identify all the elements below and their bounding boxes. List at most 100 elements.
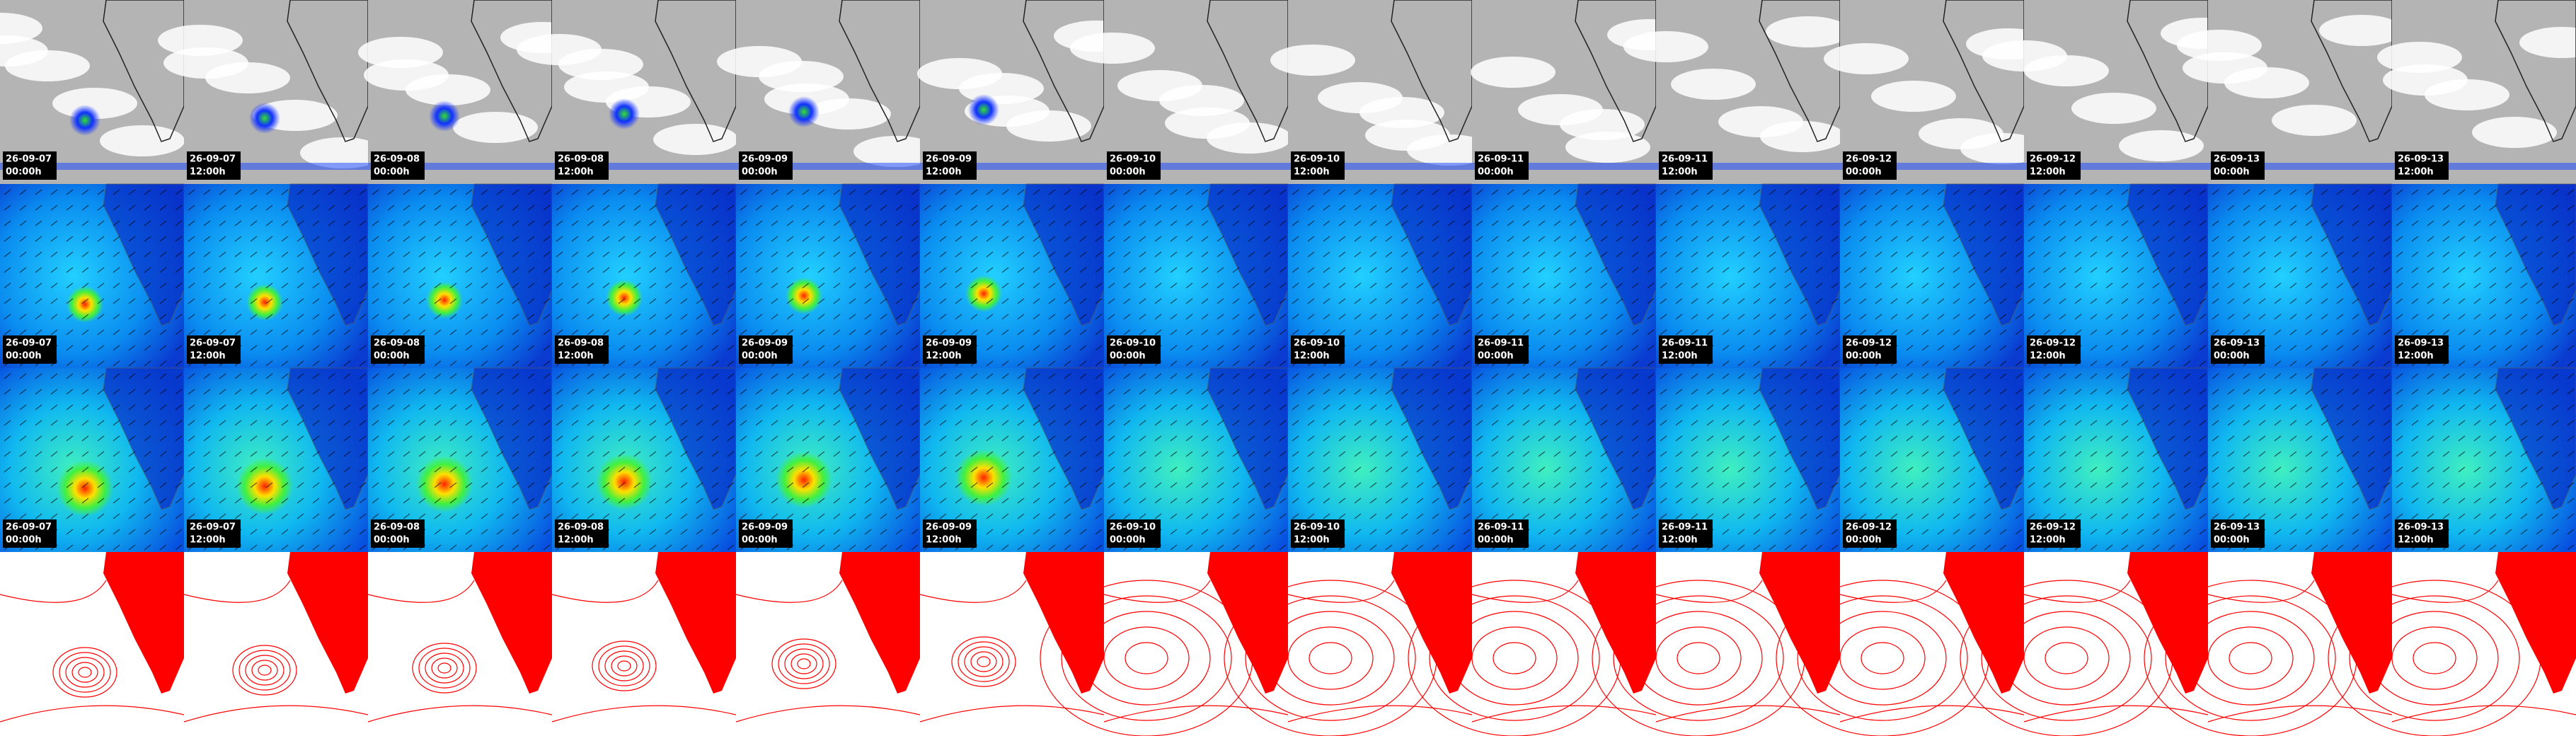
map-tile — [1408, 552, 1657, 736]
isobar — [1613, 595, 1784, 721]
isobar — [1818, 611, 1947, 706]
time-label: 12:00h — [2398, 351, 2434, 362]
isobar — [797, 658, 811, 669]
map-tile: 26-09-07 00:00h — [0, 367, 185, 552]
isobar — [245, 655, 284, 686]
date-label: 26-09-09 — [926, 522, 972, 533]
date-label: 26-09-11 — [1662, 154, 1708, 165]
date-label: 26-09-12 — [2030, 338, 2076, 349]
isobar — [412, 643, 477, 694]
cloud — [358, 37, 443, 68]
isobar — [1861, 642, 1904, 674]
isobar — [1224, 580, 1437, 736]
map-tile: 26-09-08 00:00h — [358, 0, 585, 184]
map-tile — [2144, 552, 2393, 736]
map-tile — [1776, 552, 2025, 736]
date-label: 26-09-10 — [1294, 154, 1340, 165]
label-box — [3, 519, 57, 548]
isobar — [1960, 580, 2173, 736]
land — [655, 552, 736, 694]
isobar — [52, 647, 117, 698]
cloud — [2519, 27, 2576, 58]
storm-cloud — [788, 96, 820, 127]
time-label: 00:00h — [6, 167, 42, 178]
isobar — [251, 660, 278, 681]
time-label: 12:00h — [558, 167, 594, 178]
map-tile: 26-09-07 12:00h — [158, 0, 385, 184]
cloud — [1565, 132, 1650, 163]
isobar — [2045, 642, 2088, 674]
label-box — [187, 151, 241, 180]
rain-band — [552, 163, 736, 170]
map-tile: 26-09-12 12:00h — [2024, 367, 2209, 552]
label-box — [739, 151, 793, 180]
isobar — [970, 651, 997, 672]
cloud — [2177, 30, 2262, 61]
time-label: 12:00h — [2398, 167, 2434, 178]
cloud — [1471, 57, 1556, 88]
map-tile: 26-09-12 00:00h — [1824, 0, 2051, 184]
label-box — [3, 151, 57, 180]
date-label: 26-09-09 — [742, 522, 788, 533]
cloud — [364, 59, 449, 91]
isobar — [65, 657, 105, 688]
label-box — [2211, 151, 2265, 180]
cloud — [2183, 52, 2267, 84]
map-tile: 26-09-09 00:00h — [736, 367, 921, 552]
date-label: 26-09-09 — [926, 338, 972, 349]
cloud — [2119, 130, 2204, 161]
cloud — [2377, 42, 2462, 73]
isobar — [790, 653, 817, 674]
map-tile — [367, 552, 553, 736]
isobar — [2165, 595, 2336, 721]
map-tile — [1592, 552, 1841, 736]
label-box — [1475, 335, 1529, 364]
isobar — [2391, 626, 2478, 690]
isobar — [2023, 626, 2110, 690]
map-tile: 26-09-08 00:00h — [368, 367, 553, 552]
cloud — [2071, 93, 2156, 124]
time-label: 00:00h — [2214, 351, 2250, 362]
cloud — [1270, 45, 1355, 76]
isobar — [598, 645, 650, 686]
time-label: 12:00h — [190, 351, 226, 362]
time-label: 12:00h — [558, 351, 594, 362]
map-tile: 26-09-13 00:00h — [2208, 367, 2393, 552]
isobar — [2349, 595, 2520, 721]
label-box — [2395, 151, 2449, 180]
cloud — [2272, 105, 2357, 136]
cloud — [917, 58, 1002, 89]
label-box — [1475, 519, 1529, 548]
label-box — [923, 151, 977, 180]
map-tile — [0, 552, 185, 736]
time-label: 00:00h — [1478, 351, 1514, 362]
label-box — [187, 519, 241, 548]
date-label: 26-09-11 — [1662, 338, 1708, 349]
time-label: 00:00h — [2214, 535, 2250, 546]
cloud — [1623, 31, 1708, 62]
time-label: 12:00h — [558, 535, 594, 546]
time-label: 00:00h — [374, 351, 410, 362]
isobar — [367, 580, 553, 723]
rain-band — [736, 163, 920, 170]
isobar — [958, 641, 1010, 682]
label-box — [2395, 335, 2449, 364]
time-label: 00:00h — [374, 535, 410, 546]
time-label: 00:00h — [1846, 167, 1882, 178]
isobar — [784, 648, 824, 679]
time-label: 00:00h — [374, 167, 410, 178]
cloud — [717, 46, 802, 77]
label-box — [1659, 519, 1713, 548]
isobar — [183, 580, 369, 723]
time-label: 00:00h — [6, 351, 42, 362]
isobar — [78, 667, 92, 678]
map-tile: 26-09-10 00:00h — [1070, 0, 1292, 184]
cloud — [1871, 81, 1956, 112]
isobar — [238, 650, 291, 691]
cloud — [2319, 15, 2404, 46]
time-label: 12:00h — [190, 167, 226, 178]
cloud — [1824, 43, 1909, 74]
isobar — [1450, 611, 1579, 706]
map-tile: 26-09-09 12:00h — [920, 367, 1105, 552]
rain-band — [1472, 163, 1656, 170]
